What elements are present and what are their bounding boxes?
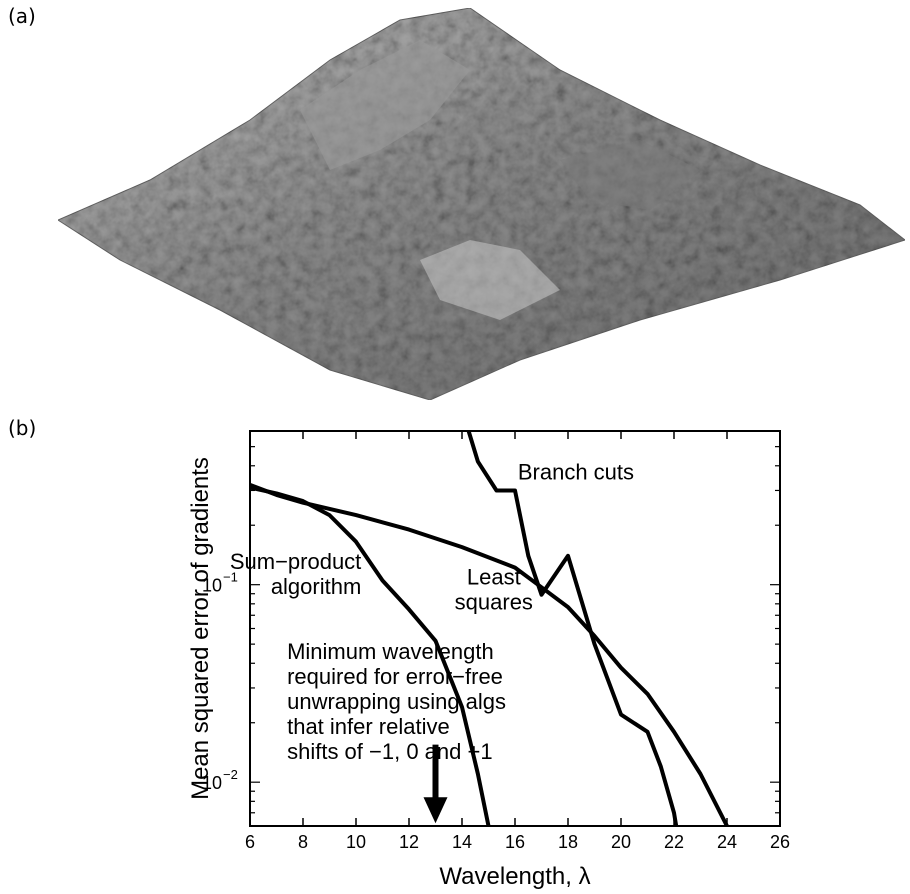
valley-highlight — [420, 240, 560, 320]
annotation-least-squares-label: Least squares — [455, 565, 533, 615]
x-tick-label: 8 — [298, 832, 308, 852]
annotation-branch-cuts-label: Branch cuts — [518, 460, 634, 485]
y-tick-label: 10 — [202, 576, 222, 596]
y-tick-label: 10 — [202, 773, 222, 793]
y-axis-label: Mean squared error of gradients — [187, 457, 214, 800]
surface-plot — [56, 7, 907, 401]
x-tick-label: 12 — [399, 832, 419, 852]
x-tick-label: 22 — [664, 832, 684, 852]
x-tick-label: 6 — [245, 832, 255, 852]
annotation-min-wavelength-note: Minimum wavelength required for error−fre… — [287, 639, 506, 764]
series-line-least-squares — [250, 483, 729, 826]
x-axis-label: Wavelength, λ — [439, 863, 590, 890]
x-axis-ticks: 6 8 10 12 14 16 18 20 22 24 26 — [245, 431, 790, 852]
y-tick-exponent: −2 — [223, 767, 238, 782]
panel-a-label: (a) — [8, 4, 36, 28]
ridge-highlight — [300, 40, 470, 170]
annotation-sum-product-label: Sum−product algorithm — [230, 549, 361, 599]
panel-b-label: (b) — [8, 416, 37, 440]
x-tick-label: 10 — [346, 832, 366, 852]
x-tick-label: 20 — [611, 832, 631, 852]
x-tick-label: 14 — [452, 832, 472, 852]
terrain-surface — [56, 7, 907, 401]
x-tick-label: 18 — [558, 832, 578, 852]
annotation-layer: Branch cuts Sum−product algorithm Least squa… — [230, 460, 634, 824]
x-tick-label: 24 — [717, 832, 737, 852]
x-tick-label: 16 — [505, 832, 525, 852]
series-layer — [250, 431, 729, 826]
y-tick-exponent: −1 — [223, 570, 238, 585]
shadow-region — [560, 140, 700, 210]
y-axis-ticks: 10−110−2 — [202, 446, 780, 827]
series-line-branch-cuts — [466, 431, 679, 826]
x-tick-label: 26 — [770, 832, 790, 852]
arrow-head — [423, 797, 448, 824]
